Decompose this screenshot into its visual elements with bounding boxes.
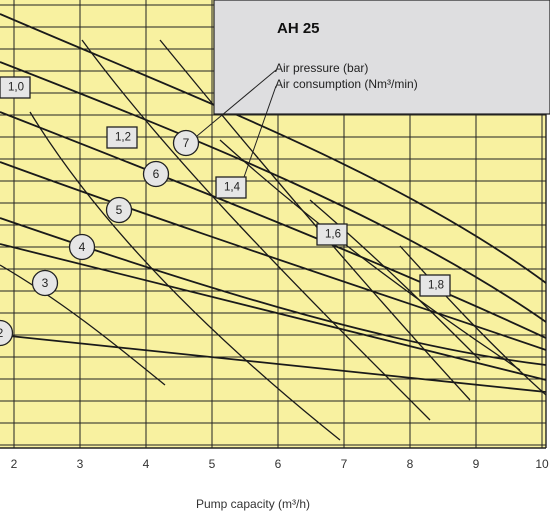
pressure-curve [0,161,547,351]
pressure-marker-label: 6 [153,167,160,181]
chart-title: AH 25 [277,20,320,37]
x-tick-label: 2 [11,457,18,471]
pressure-marker-label: 7 [183,136,190,150]
leader-line-consumption [242,85,277,181]
consumption-marker [316,223,348,246]
pressure-marker-label: 4 [79,240,86,254]
curves [0,13,547,441]
consumption-curve [29,111,341,441]
pressure-curve [0,61,547,323]
consumption-marker [419,274,451,297]
x-tick-label: 7 [341,457,348,471]
pressure-marker [31,269,59,297]
consumption-curve [399,245,547,396]
consumption-marker [106,126,138,149]
consumption-curve [219,139,521,371]
legend-air-consumption: Air consumption (Nm³/min) [275,77,418,91]
consumption-curve [0,264,166,386]
consumption-marker-label: 1,0 [8,82,24,94]
legend-air-pressure: Air pressure (bar) [275,61,368,75]
x-tick-label: 10 [535,457,549,471]
consumption-marker [215,176,247,199]
pressure-curve [0,13,547,284]
x-tick-label: 4 [143,457,150,471]
consumption-curve [81,39,431,421]
pressure-marker [142,160,170,188]
curve-markers: 2 3 4 5 6 7 1,0 1,2 1,4 1,6 1,8 [0,76,451,347]
pressure-marker [172,129,200,157]
pressure-curve [0,334,547,393]
x-tick-label: 3 [77,457,84,471]
consumption-marker-label: 1,8 [428,280,444,292]
pressure-marker [0,319,14,347]
x-axis-label: Pump capacity (m³/h) [196,497,310,511]
consumption-curve [159,39,471,401]
pressure-marker-label: 3 [42,276,49,290]
consumption-curve [309,199,481,361]
consumption-marker [0,76,31,99]
pressure-marker [105,196,133,224]
consumption-marker-label: 1,2 [115,132,131,144]
x-tick-label: 9 [473,457,480,471]
pressure-curve [0,111,547,339]
x-tick-label: 5 [209,457,216,471]
consumption-marker-label: 1,4 [224,182,241,194]
x-axis-ticks: 2 3 4 5 6 7 8 9 10 [11,457,549,471]
legend-box [213,0,550,115]
consumption-marker-label: 1,6 [325,229,341,241]
pressure-marker-label: 5 [116,203,123,217]
pressure-marker [68,233,96,261]
pressure-curve [0,243,547,381]
x-tick-label: 6 [275,457,282,471]
x-tick-label: 8 [407,457,414,471]
legend-leader-lines [196,69,277,181]
pressure-marker-label: 2 [0,326,4,340]
leader-line-pressure [196,69,277,137]
